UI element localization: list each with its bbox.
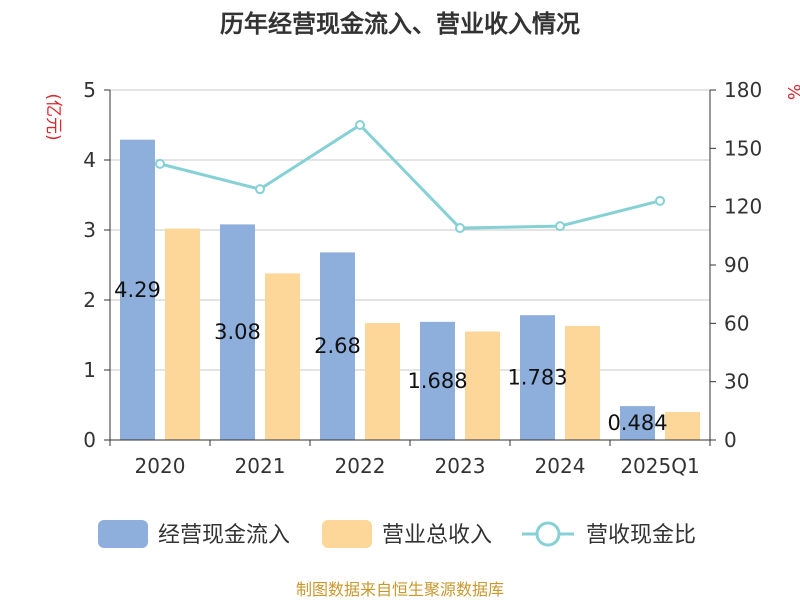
left-axis-tick-label: 4	[83, 148, 96, 172]
right-axis-tick-label: 120	[724, 195, 762, 219]
bar	[320, 252, 355, 440]
line-point	[555, 221, 565, 232]
legend-label: 营业总收入	[382, 523, 492, 548]
x-axis-tick-label: 2021	[235, 454, 286, 478]
bar	[620, 406, 655, 440]
right-axis-tick-label: 150	[724, 136, 762, 160]
right-axis-tick-label: 180	[724, 78, 762, 102]
line-point	[255, 184, 265, 195]
x-axis-tick-label: 2024	[535, 454, 586, 478]
bar	[565, 325, 600, 440]
left-axis-tick-label: 2	[83, 288, 96, 312]
right-axis-tick-label: 0	[724, 428, 737, 452]
bar	[665, 412, 700, 440]
legend-swatch	[98, 520, 148, 548]
chart-title: 历年经营现金流入、营业收入情况	[220, 10, 580, 38]
right-axis-unit: %	[783, 84, 800, 100]
left-axis-unit: (亿元)	[43, 93, 63, 140]
x-axis-tick-label: 2023	[435, 454, 486, 478]
bar	[520, 315, 555, 440]
bar	[165, 228, 200, 440]
line-point	[355, 120, 365, 130]
left-axis-tick-label: 1	[83, 358, 96, 382]
line-point	[455, 223, 465, 234]
legend-label: 营收现金比	[586, 523, 696, 548]
bar	[220, 224, 255, 440]
bar	[420, 321, 455, 440]
left-axis-tick-label: 5	[83, 78, 96, 102]
bar	[265, 273, 300, 440]
gridlines	[110, 89, 710, 371]
x-axis-tick-label: 2022	[335, 454, 386, 478]
bar-data-label: 3.08	[214, 320, 261, 344]
legend-label: 经营现金流入	[158, 523, 290, 548]
legend-swatch-marker	[535, 521, 561, 547]
bar-data-label: 4.29	[114, 278, 161, 302]
bar	[120, 139, 155, 440]
bar-data-label: 0.484	[607, 411, 667, 435]
legend-swatch	[322, 520, 372, 548]
left-axis-tick-label: 3	[83, 218, 96, 242]
bar-data-label: 2.68	[314, 334, 361, 358]
x-axis-tick-label: 2020	[135, 454, 186, 478]
left-axis-tick-label: 0	[83, 428, 96, 452]
line-point	[155, 158, 165, 169]
legend: 经营现金流入 营业总收入 营收现金比	[98, 520, 696, 548]
line-series	[155, 120, 665, 234]
bar-series: 4.29 3.08 2.68 1.688 1.783 0.484	[114, 139, 700, 440]
right-axis-tick-label: 90	[724, 253, 749, 277]
right-axis-tick-label: 30	[724, 370, 749, 394]
bar-data-label: 1.688	[407, 369, 467, 393]
axes: 0 1 2 3 4 5 0 30 60 90 120 150 180 2020 2021 2022 2023 20…	[83, 78, 762, 478]
line-point	[655, 195, 665, 206]
bar-data-label: 1.783	[507, 366, 567, 390]
x-axis-tick-label: 2025Q1	[620, 454, 699, 478]
right-axis-tick-label: 60	[724, 311, 749, 335]
bar	[465, 331, 500, 440]
bar	[365, 323, 400, 440]
source-note: 制图数据来自恒生聚源数据库	[296, 580, 504, 599]
line-path	[159, 123, 661, 230]
